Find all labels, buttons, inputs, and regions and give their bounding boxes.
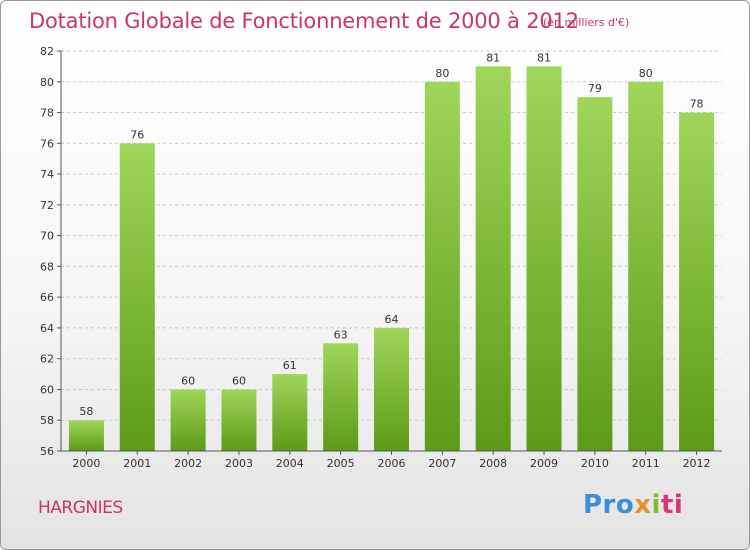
proxiti-logo[interactable]: Proxiti — [583, 490, 683, 520]
y-tick-label: 72 — [40, 199, 54, 212]
bar-2012 — [679, 112, 715, 452]
y-tick-label: 58 — [40, 414, 54, 427]
logo-part-4: ti — [660, 490, 684, 520]
y-tick-label: 66 — [40, 291, 54, 304]
x-tick-label-2010: 2010 — [581, 457, 609, 470]
value-label-2008: 81 — [486, 51, 500, 64]
y-tick-label: 80 — [40, 76, 54, 89]
y-tick-label: 74 — [40, 168, 54, 181]
bar-2001 — [119, 143, 155, 452]
logo-part-1: Pro — [583, 490, 635, 520]
value-label-2010: 79 — [588, 82, 602, 95]
y-tick-label: 78 — [40, 107, 54, 120]
x-tick-label-2003: 2003 — [225, 457, 253, 470]
value-label-2002: 60 — [181, 374, 195, 387]
axes — [57, 50, 722, 455]
x-tick-label-2009: 2009 — [530, 457, 558, 470]
x-tick-label-2006: 2006 — [378, 457, 406, 470]
x-tick-label-2005: 2005 — [327, 457, 355, 470]
bar-2002 — [170, 389, 206, 451]
bar-2007 — [424, 81, 460, 452]
chart-unit: (en milliers d'€) — [543, 16, 630, 29]
x-tick-label-2000: 2000 — [72, 457, 100, 470]
value-label-2000: 58 — [79, 405, 93, 418]
bar-2008 — [475, 66, 511, 451]
y-tick-label: 82 — [40, 45, 54, 58]
labels: 56 58 60 62 64 66 68 70 72 74 76 78 80 82 58 2000 76 2001… — [40, 45, 711, 470]
value-label-2005: 63 — [334, 328, 348, 341]
y-tick-label: 70 — [40, 230, 54, 243]
y-tick-label: 60 — [40, 383, 54, 396]
value-label-2012: 78 — [690, 98, 704, 111]
value-label-2006: 64 — [385, 313, 399, 326]
bar-2003 — [221, 389, 257, 451]
value-label-2009: 81 — [537, 51, 551, 64]
bar-2005 — [323, 343, 359, 451]
y-tick-label: 64 — [40, 322, 54, 335]
bar-2009 — [526, 66, 562, 451]
value-label-2007: 80 — [435, 67, 449, 80]
value-label-2004: 61 — [283, 359, 297, 372]
x-tick-label-2007: 2007 — [428, 457, 456, 470]
bars — [68, 66, 715, 452]
value-label-2003: 60 — [232, 374, 246, 387]
y-tick-label: 62 — [40, 353, 54, 366]
x-tick-label-2012: 2012 — [683, 457, 711, 470]
y-tick-label: 68 — [40, 260, 54, 273]
value-label-2011: 80 — [639, 67, 653, 80]
x-tick-label-2004: 2004 — [276, 457, 304, 470]
x-tick-label-2001: 2001 — [123, 457, 151, 470]
y-tick-label: 76 — [40, 137, 54, 150]
bar-2000 — [68, 420, 104, 451]
value-label-2001: 76 — [130, 128, 144, 141]
logo-part-2: x — [634, 490, 652, 520]
logo-part-3: i — [651, 490, 661, 520]
y-tick-label: 56 — [40, 445, 54, 458]
bar-2004 — [272, 374, 308, 451]
bar-2011 — [628, 81, 664, 452]
chart-title: Dotation Globale de Fonctionnement de 20… — [29, 9, 579, 33]
commune-name: HARGNIES — [38, 498, 123, 518]
x-tick-label-2008: 2008 — [479, 457, 507, 470]
bar-2010 — [577, 97, 613, 452]
bar-2006 — [374, 327, 409, 451]
x-tick-label-2011: 2011 — [632, 457, 660, 470]
x-tick-label-2002: 2002 — [174, 457, 202, 470]
